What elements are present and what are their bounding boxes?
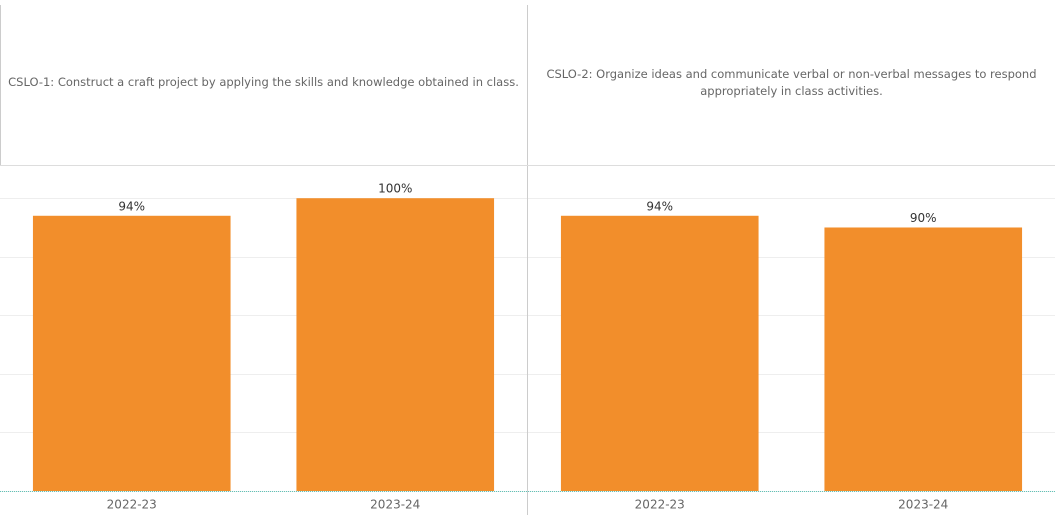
x-tick-label: 2022-23 <box>635 498 685 512</box>
bar <box>32 215 231 491</box>
x-tick-label: 2023-24 <box>370 498 420 512</box>
value-label: 94% <box>646 199 673 213</box>
value-label: 94% <box>118 199 145 213</box>
panel-title: CSLO-2: Organize ideas and communicate v… <box>546 66 1037 98</box>
x-tick-label: 2022-23 <box>107 498 157 512</box>
value-label: 100% <box>378 182 412 196</box>
panel-title: CSLO-1: Construct a craft project by app… <box>8 75 519 89</box>
x-tick-label: 2023-24 <box>898 498 948 512</box>
bar <box>560 215 759 491</box>
value-label: 90% <box>910 211 937 225</box>
bar <box>296 198 495 491</box>
bar <box>824 227 1023 491</box>
